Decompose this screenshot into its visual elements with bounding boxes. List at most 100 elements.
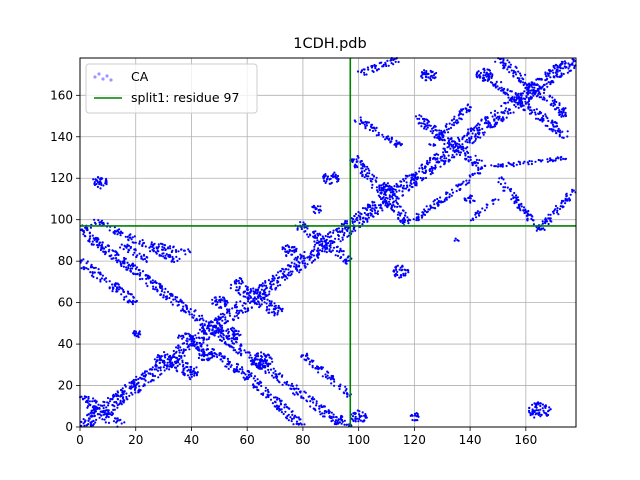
ca-contact-point bbox=[402, 272, 405, 275]
ca-contact-point bbox=[122, 298, 126, 301]
ca-contact-point bbox=[203, 329, 207, 332]
ca-contact-point bbox=[93, 271, 96, 274]
ca-contact-point bbox=[334, 237, 337, 240]
ca-contact-point bbox=[250, 306, 253, 309]
ca-contact-point bbox=[430, 127, 434, 130]
ca-contact-point bbox=[345, 220, 349, 223]
ca-contact-point bbox=[433, 77, 436, 80]
ca-contact-point bbox=[160, 355, 163, 358]
ca-contact-point bbox=[273, 277, 276, 280]
ca-contact-point bbox=[335, 250, 339, 253]
ca-contact-point bbox=[156, 249, 159, 253]
ca-contact-point bbox=[390, 204, 394, 207]
ca-contact-point bbox=[385, 64, 388, 68]
ca-contact-point bbox=[529, 412, 532, 415]
ca-contact-point bbox=[359, 216, 362, 219]
ca-contact-point bbox=[250, 374, 253, 378]
ca-contact-point bbox=[502, 58, 505, 61]
ca-contact-point bbox=[422, 177, 425, 180]
ca-contact-point bbox=[530, 160, 534, 163]
ca-contact-point bbox=[460, 148, 463, 151]
ca-contact-point bbox=[133, 248, 136, 251]
ca-contact-point bbox=[292, 423, 295, 426]
ca-contact-point bbox=[509, 66, 512, 69]
ca-contact-point bbox=[378, 185, 381, 188]
ca-contact-point bbox=[169, 294, 172, 297]
ca-contact-point bbox=[114, 250, 117, 253]
ca-contact-point bbox=[332, 231, 335, 234]
ca-contact-point bbox=[108, 287, 111, 290]
ca-contact-point bbox=[522, 162, 525, 165]
ca-contact-point bbox=[519, 74, 523, 77]
ca-contact-point bbox=[471, 173, 474, 177]
ca-contact-point bbox=[440, 129, 443, 132]
ca-contact-point bbox=[92, 178, 95, 181]
ca-contact-point bbox=[319, 205, 322, 208]
ca-contact-point bbox=[359, 119, 362, 122]
ca-contact-point bbox=[464, 183, 468, 186]
ca-contact-point bbox=[390, 62, 393, 65]
ca-contact-point bbox=[375, 186, 378, 189]
ca-contact-point bbox=[123, 244, 126, 247]
ca-contact-point bbox=[89, 415, 92, 418]
ca-contact-point bbox=[195, 347, 198, 350]
ca-contact-point bbox=[312, 254, 315, 257]
ca-contact-point bbox=[377, 204, 381, 207]
ca-contact-point bbox=[98, 241, 102, 244]
ca-contact-point bbox=[449, 147, 452, 150]
ca-contact-point bbox=[474, 211, 477, 214]
ca-contact-point bbox=[497, 198, 500, 201]
ca-contact-point bbox=[393, 205, 396, 208]
ca-contact-point bbox=[531, 412, 535, 415]
ca-contact-point bbox=[381, 209, 384, 212]
ca-contact-point bbox=[113, 230, 116, 234]
ca-contact-point bbox=[240, 309, 243, 312]
ca-contact-point bbox=[122, 265, 125, 268]
ca-contact-point bbox=[112, 286, 115, 290]
ca-contact-point bbox=[241, 370, 244, 373]
ca-contact-point bbox=[506, 93, 510, 96]
ca-contact-point bbox=[551, 123, 555, 126]
ca-contact-point bbox=[537, 78, 541, 81]
ca-contact-point bbox=[158, 361, 161, 364]
ca-contact-point bbox=[171, 259, 174, 262]
ca-contact-point bbox=[155, 368, 158, 371]
ca-contact-point bbox=[280, 375, 283, 378]
ca-contact-point bbox=[92, 423, 95, 426]
ca-contact-point bbox=[571, 190, 574, 193]
ca-contact-point bbox=[274, 401, 277, 404]
ca-contact-point bbox=[182, 305, 185, 308]
ca-contact-point bbox=[91, 271, 94, 274]
ca-contact-point bbox=[286, 380, 289, 383]
ca-contact-point bbox=[426, 73, 429, 76]
ca-contact-point bbox=[287, 268, 290, 271]
ca-contact-point bbox=[446, 150, 449, 154]
ca-contact-point bbox=[243, 349, 246, 352]
ca-contact-point bbox=[409, 181, 412, 184]
ca-contact-point bbox=[99, 187, 102, 190]
ca-contact-point bbox=[97, 403, 100, 406]
ca-contact-point bbox=[482, 74, 485, 77]
ca-contact-point bbox=[362, 220, 365, 223]
ca-contact-point bbox=[279, 400, 282, 403]
ca-contact-point bbox=[269, 362, 272, 365]
ca-contact-point bbox=[500, 104, 503, 108]
ca-contact-point bbox=[532, 94, 535, 97]
ca-contact-point bbox=[337, 227, 340, 230]
ca-contact-point bbox=[254, 363, 257, 366]
ca-contact-point bbox=[240, 282, 243, 285]
ca-contact-point bbox=[121, 397, 124, 400]
ca-contact-point bbox=[128, 234, 131, 237]
ca-contact-point bbox=[490, 75, 493, 78]
ca-contact-point bbox=[372, 70, 375, 73]
ca-contact-point bbox=[100, 414, 103, 417]
ca-contact-point bbox=[444, 124, 447, 128]
ca-contact-point bbox=[153, 368, 156, 371]
ca-contact-point bbox=[543, 97, 546, 100]
ca-contact-point bbox=[547, 119, 550, 123]
ca-contact-point bbox=[163, 246, 166, 250]
ca-contact-point bbox=[303, 230, 306, 233]
ca-contact-point bbox=[551, 96, 554, 99]
ca-contact-point bbox=[456, 147, 460, 150]
ca-contact-point bbox=[510, 96, 513, 99]
